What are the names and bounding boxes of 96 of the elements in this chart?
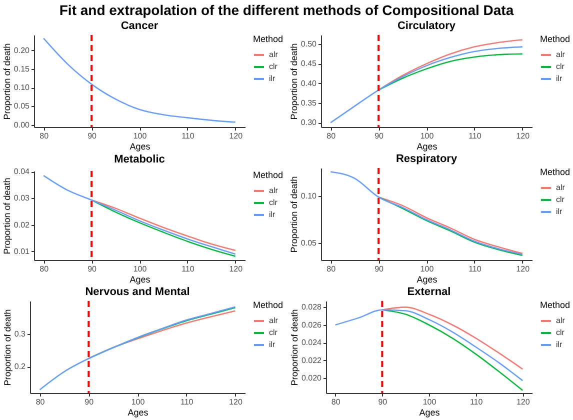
x-tick-label: 90 — [374, 132, 384, 140]
x-tick-label: 110 — [180, 398, 194, 406]
x-tick-label: 120 — [516, 398, 530, 406]
legend-title: Method — [540, 167, 570, 177]
x-tick-label: 90 — [88, 132, 98, 140]
y-tick-label: 0.35 — [300, 98, 318, 108]
legend-title: Method — [540, 34, 570, 44]
x-tick-label: 120 — [516, 132, 530, 140]
y-tick-label: 0.04 — [14, 167, 30, 176]
legend-label: ilr — [556, 74, 563, 83]
legend-label: alr — [269, 50, 278, 59]
legend-label: clr — [269, 62, 278, 71]
chart-title: Metabolic — [114, 154, 165, 166]
legend-label: clr — [269, 198, 278, 207]
text: Fit and extrapolation of the different methods of Compositional Data — [58, 1, 515, 20]
legend-title: Method — [253, 34, 284, 44]
x-tick-label: 120 — [229, 264, 244, 274]
x-tick-label: 100 — [420, 264, 434, 274]
x-axis-title: Ages — [416, 274, 438, 284]
legend-label: alr — [269, 186, 278, 195]
y-tick-label: 0.20 — [14, 46, 30, 55]
y-tick-label: 0.40 — [300, 78, 318, 88]
legend-label: ilr — [556, 340, 563, 349]
x-axis-title: Ages — [130, 274, 151, 284]
y-tick-label: 0.03 — [14, 194, 30, 203]
legend-label: clr — [269, 328, 278, 337]
y-axis-title: Proportion of death — [2, 178, 12, 254]
x-tick-label: 80 — [331, 398, 341, 406]
x-tick-label: 80 — [36, 398, 46, 406]
legend-label: clr — [556, 328, 565, 337]
y-tick-label: 0.50 — [300, 40, 318, 49]
y-tick-label: 0.30 — [300, 118, 318, 128]
y-tick-label: 0.10 — [14, 83, 30, 92]
x-tick-label: 90 — [378, 398, 388, 406]
legend-label: clr — [556, 62, 565, 71]
x-tick-label: 90 — [374, 264, 384, 274]
x-tick-label: 80 — [326, 264, 336, 274]
y-axis-title: Proportion of death — [2, 43, 12, 120]
legend-label: alr — [269, 316, 278, 325]
legend-label: alr — [556, 50, 566, 59]
x-tick-label: 110 — [468, 264, 482, 274]
x-tick-label: 90 — [88, 264, 98, 274]
x-tick-label: 90 — [84, 398, 94, 406]
chart-title: Cancer — [120, 20, 159, 32]
y-axis-title: Proportion of death — [289, 309, 300, 386]
legend-title: Method — [540, 300, 570, 310]
y-tick-label: 0.05 — [300, 238, 318, 248]
x-tick-label: 110 — [470, 398, 484, 406]
x-axis-title: Ages — [130, 142, 151, 152]
y-tick-label: 0.02 — [14, 220, 30, 230]
y-tick-label: 0.05 — [14, 102, 30, 111]
legend-label: ilr — [269, 340, 276, 349]
legend-label: alr — [556, 183, 566, 192]
x-tick-label: 110 — [182, 132, 195, 140]
legend-label: ilr — [556, 207, 563, 216]
x-tick-label: 80 — [326, 132, 336, 140]
chart-title: Respiratory — [396, 153, 458, 165]
y-tick-label: 0.10 — [300, 192, 318, 201]
x-tick-label: 120 — [516, 264, 530, 274]
y-tick-label: 0.15 — [14, 64, 30, 74]
x-axis-title: Ages — [419, 408, 440, 418]
legend-title: Method — [253, 170, 284, 180]
legend-title: Method — [253, 300, 284, 310]
x-tick-label: 100 — [133, 264, 148, 274]
x-tick-label: 110 — [468, 132, 482, 140]
y-tick-label: 0.45 — [300, 59, 318, 68]
x-tick-label: 100 — [131, 398, 146, 406]
y-axis-title: Proportion of death — [288, 43, 299, 120]
x-tick-label: 120 — [229, 132, 244, 140]
y-tick-label: 0.00 — [14, 120, 30, 130]
x-tick-label: 100 — [422, 398, 437, 406]
x-tick-label: 100 — [420, 132, 434, 140]
x-tick-label: 120 — [229, 398, 243, 406]
chart-title: Circulatory — [397, 20, 456, 32]
legend-label: ilr — [269, 210, 276, 219]
y-tick-label: 0.01 — [14, 246, 30, 256]
y-tick-label: 0.024 — [301, 338, 322, 348]
legend-label: ilr — [269, 74, 276, 83]
x-tick-label: 110 — [182, 264, 195, 274]
y-tick-label: 0.022 — [301, 356, 322, 365]
y-tick-label: 0.026 — [301, 320, 322, 330]
x-tick-label: 80 — [40, 264, 50, 274]
x-axis-title: Ages — [128, 408, 149, 418]
chart-title: External — [407, 286, 451, 298]
y-axis-title: Proportion of death — [288, 176, 299, 253]
chart-title: Nervous and Mental — [85, 286, 190, 298]
x-tick-label: 80 — [40, 132, 50, 140]
y-tick-label: 0.2 — [14, 362, 26, 372]
x-tick-label: 100 — [133, 132, 148, 140]
x-axis-title: Ages — [416, 142, 438, 152]
y-tick-label: 0.3 — [14, 329, 26, 338]
y-tick-label: 0.028 — [301, 302, 322, 312]
legend-label: clr — [556, 195, 565, 204]
legend-label: alr — [556, 316, 566, 325]
y-axis-title: Proportion of death — [2, 309, 12, 386]
y-tick-label: 0.020 — [301, 373, 322, 382]
